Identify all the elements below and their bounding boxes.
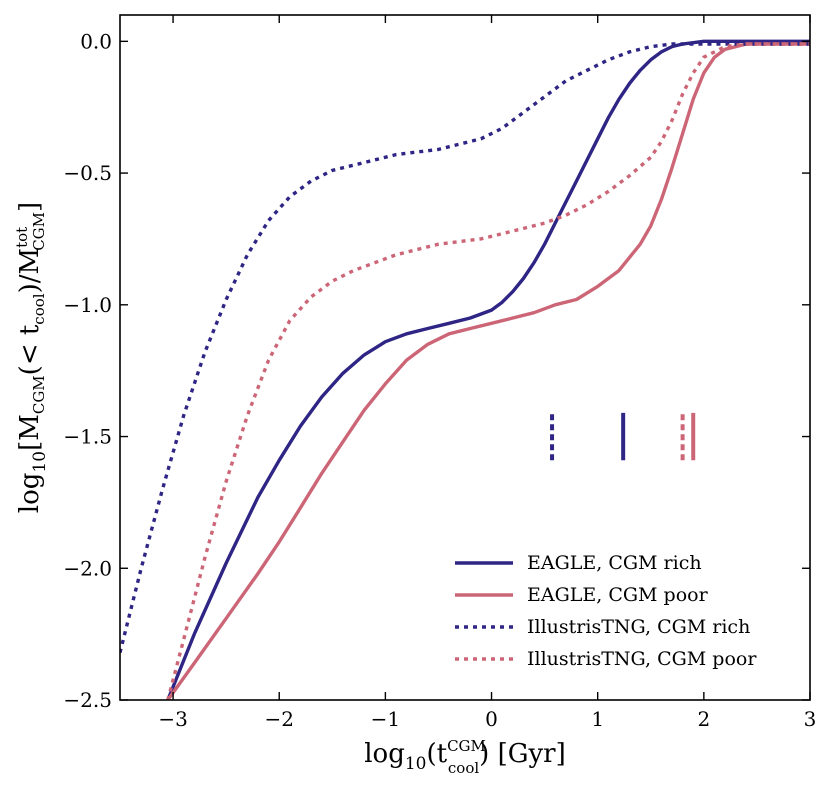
y-tick-label: −2.0 [63,556,112,580]
median-markers [550,412,696,461]
x-tick-label: −3 [158,707,187,731]
series-line-eagle-cgm-poor [166,42,810,700]
plot-frame [119,14,811,701]
legend-label: IllustrisTNG, CGM rich [527,616,750,638]
series-line-illustristng-cgm-poor [166,42,810,700]
series-line-eagle-cgm-rich [166,39,810,700]
legend: EAGLE, CGM rich EAGLE, CGM poor IllustrisT… [455,552,757,670]
y-tick-label: −1.0 [63,293,112,317]
x-tick-label: 3 [804,707,817,731]
y-tick-label: −2.5 [63,688,112,712]
x-tick-label: −1 [371,707,400,731]
y-tick-label: −1.5 [63,425,112,449]
y-axis-label: log10[MCGM(< tcool)/MtotCGM] [13,202,50,513]
x-tick-label: 2 [697,707,710,731]
legend-label: EAGLE, CGM rich [527,552,702,574]
series-line-illustristng-cgm-rich [120,42,810,654]
x-tick-label: 1 [591,707,604,731]
x-tick-label: −2 [264,707,293,731]
x-tick-label: 0 [485,707,498,731]
legend-label: EAGLE, CGM poor [527,584,709,606]
axis-ticks: −3 −2 −1 0 1 2 3 −2.5 −2.0 −1.5 −1.0 −0.5 0.0 [63,15,816,731]
y-tick-label: 0.0 [80,29,112,53]
y-tick-label: −0.5 [63,161,112,185]
series-layer [120,39,810,700]
legend-label: IllustrisTNG, CGM poor [527,648,757,670]
x-axis-label: log10(tCGM cool) [Gyr] [364,737,566,777]
